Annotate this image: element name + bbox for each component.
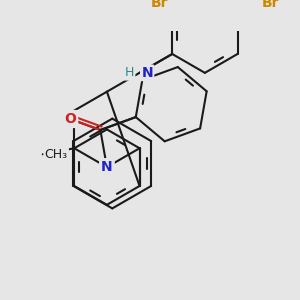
Text: CH₃: CH₃ xyxy=(45,148,68,161)
Text: N: N xyxy=(101,160,113,174)
Text: N: N xyxy=(141,66,153,80)
Text: H: H xyxy=(125,66,134,79)
Text: O: O xyxy=(64,112,76,126)
Text: Br: Br xyxy=(262,0,280,10)
Text: Br: Br xyxy=(151,0,169,10)
